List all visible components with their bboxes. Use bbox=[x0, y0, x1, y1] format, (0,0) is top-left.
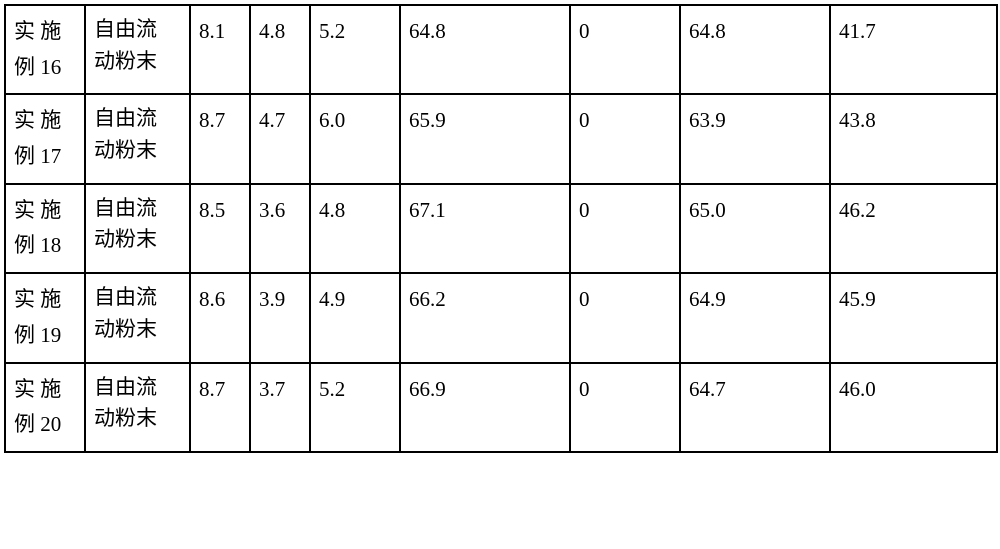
cell-c4: 5.2 bbox=[310, 363, 400, 452]
cell-c8: 46.0 bbox=[830, 363, 997, 452]
row-label-line1: 实 施 bbox=[14, 372, 78, 408]
cell-c7: 65.0 bbox=[680, 184, 830, 273]
row-desc-line2: 动粉末 bbox=[94, 46, 183, 78]
table-row: 实 施例 18自由流动粉末8.53.64.867.1065.046.2 bbox=[5, 184, 997, 273]
cell-c8: 46.2 bbox=[830, 184, 997, 273]
row-label: 实 施例 18 bbox=[5, 184, 85, 273]
row-desc-line2: 动粉末 bbox=[94, 403, 183, 435]
data-table: 实 施例 16自由流动粉末8.14.85.264.8064.841.7实 施例 … bbox=[4, 4, 998, 453]
row-label: 实 施例 17 bbox=[5, 94, 85, 183]
cell-c7: 64.9 bbox=[680, 273, 830, 362]
row-label-line1: 实 施 bbox=[14, 193, 78, 229]
cell-c6: 0 bbox=[570, 363, 680, 452]
row-label-line2: 例 19 bbox=[14, 318, 78, 354]
cell-c8: 41.7 bbox=[830, 5, 997, 94]
cell-c5: 66.2 bbox=[400, 273, 570, 362]
cell-c3: 3.9 bbox=[250, 273, 310, 362]
cell-c3: 3.6 bbox=[250, 184, 310, 273]
row-desc-line1: 自由流 bbox=[94, 282, 183, 314]
row-desc-line1: 自由流 bbox=[94, 103, 183, 135]
cell-c5: 64.8 bbox=[400, 5, 570, 94]
cell-c3: 4.7 bbox=[250, 94, 310, 183]
cell-c4: 4.9 bbox=[310, 273, 400, 362]
table-container: 实 施例 16自由流动粉末8.14.85.264.8064.841.7实 施例 … bbox=[0, 0, 1000, 457]
row-label: 实 施例 16 bbox=[5, 5, 85, 94]
cell-c8: 45.9 bbox=[830, 273, 997, 362]
cell-c6: 0 bbox=[570, 94, 680, 183]
row-label-line2: 例 16 bbox=[14, 50, 78, 86]
row-desc-line2: 动粉末 bbox=[94, 135, 183, 167]
row-desc-line1: 自由流 bbox=[94, 14, 183, 46]
row-desc-line1: 自由流 bbox=[94, 193, 183, 225]
row-label: 实 施例 19 bbox=[5, 273, 85, 362]
row-label-line2: 例 18 bbox=[14, 228, 78, 264]
cell-c7: 64.7 bbox=[680, 363, 830, 452]
cell-c7: 64.8 bbox=[680, 5, 830, 94]
cell-c8: 43.8 bbox=[830, 94, 997, 183]
cell-c2: 8.7 bbox=[190, 94, 250, 183]
row-label-line1: 实 施 bbox=[14, 103, 78, 139]
cell-c4: 5.2 bbox=[310, 5, 400, 94]
row-description: 自由流动粉末 bbox=[85, 184, 190, 273]
row-label-line2: 例 17 bbox=[14, 139, 78, 175]
row-desc-line1: 自由流 bbox=[94, 372, 183, 404]
cell-c6: 0 bbox=[570, 184, 680, 273]
cell-c4: 6.0 bbox=[310, 94, 400, 183]
cell-c6: 0 bbox=[570, 5, 680, 94]
table-row: 实 施例 20自由流动粉末8.73.75.266.9064.746.0 bbox=[5, 363, 997, 452]
row-label: 实 施例 20 bbox=[5, 363, 85, 452]
cell-c5: 67.1 bbox=[400, 184, 570, 273]
row-desc-line2: 动粉末 bbox=[94, 224, 183, 256]
row-label-line2: 例 20 bbox=[14, 407, 78, 443]
row-description: 自由流动粉末 bbox=[85, 363, 190, 452]
cell-c3: 4.8 bbox=[250, 5, 310, 94]
cell-c4: 4.8 bbox=[310, 184, 400, 273]
cell-c3: 3.7 bbox=[250, 363, 310, 452]
cell-c2: 8.5 bbox=[190, 184, 250, 273]
cell-c6: 0 bbox=[570, 273, 680, 362]
cell-c5: 66.9 bbox=[400, 363, 570, 452]
table-row: 实 施例 16自由流动粉末8.14.85.264.8064.841.7 bbox=[5, 5, 997, 94]
row-label-line1: 实 施 bbox=[14, 14, 78, 50]
table-row: 实 施例 17自由流动粉末8.74.76.065.9063.943.8 bbox=[5, 94, 997, 183]
row-description: 自由流动粉末 bbox=[85, 5, 190, 94]
cell-c2: 8.6 bbox=[190, 273, 250, 362]
table-row: 实 施例 19自由流动粉末8.63.94.966.2064.945.9 bbox=[5, 273, 997, 362]
cell-c2: 8.7 bbox=[190, 363, 250, 452]
row-description: 自由流动粉末 bbox=[85, 94, 190, 183]
row-label-line1: 实 施 bbox=[14, 282, 78, 318]
cell-c2: 8.1 bbox=[190, 5, 250, 94]
cell-c5: 65.9 bbox=[400, 94, 570, 183]
row-description: 自由流动粉末 bbox=[85, 273, 190, 362]
row-desc-line2: 动粉末 bbox=[94, 314, 183, 346]
cell-c7: 63.9 bbox=[680, 94, 830, 183]
